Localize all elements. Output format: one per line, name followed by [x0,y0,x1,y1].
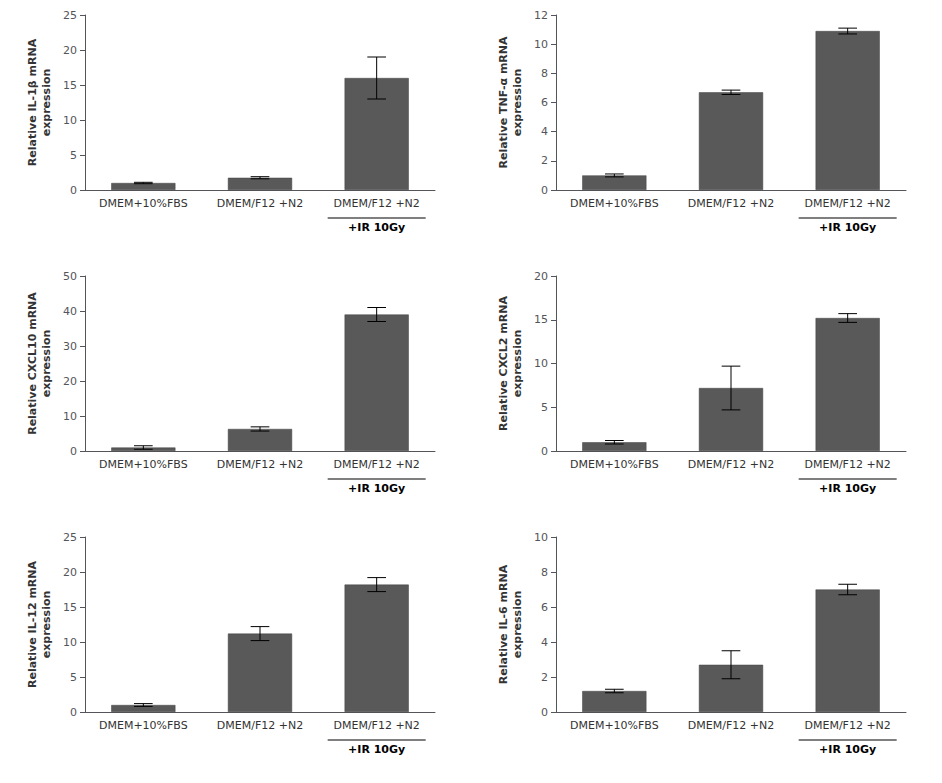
svg-text:25: 25 [63,531,77,544]
svg-text:+IR 10Gy: +IR 10Gy [348,743,405,756]
svg-text:Relative IL-12 mRNA: Relative IL-12 mRNA [26,560,39,688]
svg-text:10: 10 [63,636,77,649]
svg-text:DMEM+10%FBS: DMEM+10%FBS [570,197,659,210]
svg-text:6: 6 [541,96,548,109]
svg-text:Relative IL-6 mRNA: Relative IL-6 mRNA [497,564,510,684]
svg-text:10: 10 [63,410,77,423]
svg-text:DMEM/F12 +N2: DMEM/F12 +N2 [333,458,419,471]
svg-text:2: 2 [541,671,548,684]
svg-text:40: 40 [63,305,77,318]
svg-text:Relative CXCL10 mRNA: Relative CXCL10 mRNA [26,292,39,435]
svg-text:expression: expression [511,69,524,137]
svg-text:DMEM/F12 +N2: DMEM/F12 +N2 [217,197,303,210]
svg-text:6: 6 [541,601,548,614]
svg-text:expression: expression [40,591,53,659]
svg-text:20: 20 [63,566,77,579]
svg-text:10: 10 [534,357,548,370]
svg-text:4: 4 [541,125,548,138]
svg-text:10: 10 [534,38,548,51]
svg-text:DMEM+10%FBS: DMEM+10%FBS [570,719,659,732]
svg-text:15: 15 [534,313,548,326]
svg-text:8: 8 [541,566,548,579]
svg-text:DMEM/F12 +N2: DMEM/F12 +N2 [333,197,419,210]
svg-text:Relative IL-1β mRNA: Relative IL-1β mRNA [26,38,39,166]
svg-text:expression: expression [511,591,524,659]
svg-text:10: 10 [534,531,548,544]
svg-text:25: 25 [63,9,77,22]
svg-text:Relative CXCL2 mRNA: Relative CXCL2 mRNA [497,296,510,431]
svg-text:20: 20 [534,270,548,283]
svg-text:Relative TNF-α mRNA: Relative TNF-α mRNA [497,36,510,169]
svg-text:+IR 10Gy: +IR 10Gy [819,743,876,756]
svg-text:DMEM+10%FBS: DMEM+10%FBS [99,458,188,471]
svg-text:+IR 10Gy: +IR 10Gy [348,221,405,234]
svg-text:expression: expression [511,330,524,398]
svg-text:DMEM/F12 +N2: DMEM/F12 +N2 [688,458,774,471]
svg-text:15: 15 [63,601,77,614]
svg-text:DMEM+10%FBS: DMEM+10%FBS [99,197,188,210]
svg-text:DMEM/F12 +N2: DMEM/F12 +N2 [688,197,774,210]
svg-text:DMEM/F12 +N2: DMEM/F12 +N2 [333,719,419,732]
svg-text:+IR 10Gy: +IR 10Gy [819,482,876,495]
svg-text:DMEM/F12 +N2: DMEM/F12 +N2 [688,719,774,732]
svg-text:DMEM+10%FBS: DMEM+10%FBS [99,719,188,732]
svg-text:DMEM/F12 +N2: DMEM/F12 +N2 [217,719,303,732]
svg-text:0: 0 [70,184,77,197]
svg-text:DMEM/F12 +N2: DMEM/F12 +N2 [804,458,890,471]
svg-text:0: 0 [541,445,548,458]
svg-text:30: 30 [63,340,77,353]
svg-text:5: 5 [541,401,548,414]
svg-text:2: 2 [541,154,548,167]
svg-text:4: 4 [541,636,548,649]
svg-text:DMEM/F12 +N2: DMEM/F12 +N2 [804,197,890,210]
svg-text:+IR 10Gy: +IR 10Gy [819,221,876,234]
svg-text:8: 8 [541,67,548,80]
svg-text:expression: expression [40,330,53,398]
svg-text:+IR 10Gy: +IR 10Gy [348,482,405,495]
svg-text:12: 12 [534,9,548,22]
svg-text:expression: expression [40,69,53,137]
svg-text:10: 10 [63,114,77,127]
svg-text:0: 0 [70,706,77,719]
svg-text:50: 50 [63,270,77,283]
svg-text:15: 15 [63,79,77,92]
svg-text:5: 5 [70,149,77,162]
svg-text:20: 20 [63,44,77,57]
svg-text:DMEM/F12 +N2: DMEM/F12 +N2 [804,719,890,732]
svg-text:0: 0 [541,706,548,719]
svg-text:0: 0 [70,445,77,458]
svg-text:0: 0 [541,184,548,197]
svg-text:20: 20 [63,375,77,388]
svg-text:DMEM+10%FBS: DMEM+10%FBS [570,458,659,471]
svg-text:DMEM/F12 +N2: DMEM/F12 +N2 [217,458,303,471]
svg-text:5: 5 [70,671,77,684]
